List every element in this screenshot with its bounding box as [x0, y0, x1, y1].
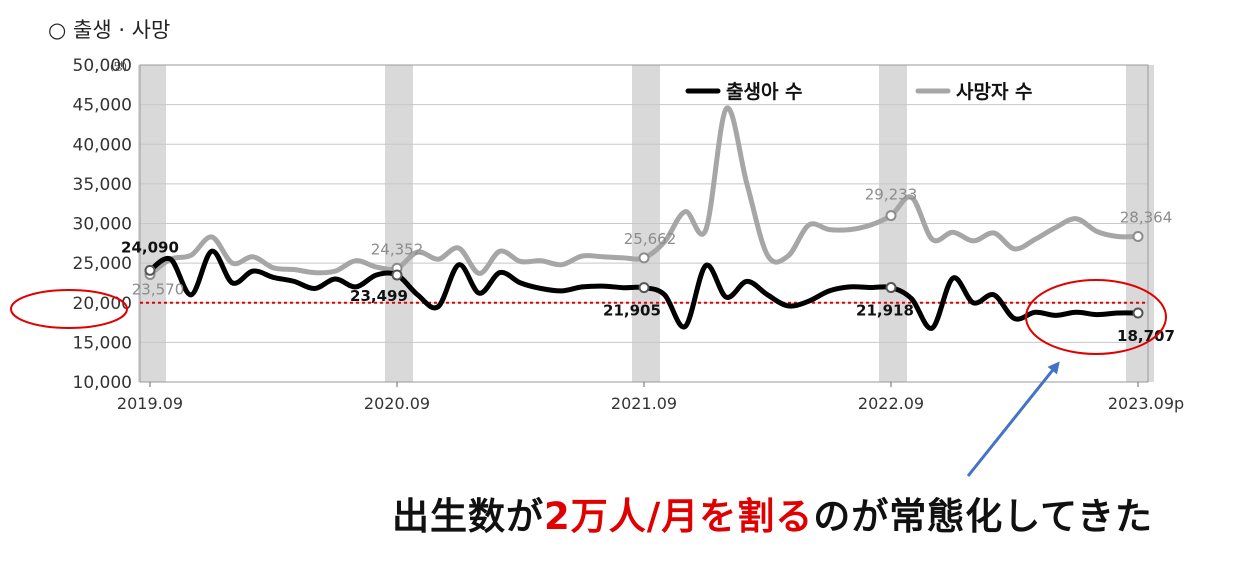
data-label: 23,570 [132, 280, 185, 298]
data-label: 29,233 [865, 186, 918, 204]
data-point-marker [638, 252, 650, 264]
highlight-ellipse-recent [1025, 279, 1167, 355]
caption-part3: のが常態化してきた [813, 495, 1154, 538]
data-point-marker [638, 282, 650, 294]
data-label: 21,918 [856, 302, 914, 320]
y-tick-label: 50,000 [73, 56, 132, 76]
data-label: 25,662 [624, 230, 677, 248]
x-tick-label: 2023.09p [1108, 394, 1184, 413]
y-tick-label: 25,000 [73, 254, 132, 274]
x-tick-label: 2019.09 [117, 394, 183, 413]
y-tick-label: 35,000 [73, 175, 132, 195]
annotation-arrow [966, 361, 1060, 477]
x-tick-label: 2020.09 [364, 394, 430, 413]
data-label: 23,499 [350, 287, 408, 305]
data-label: 28,364 [1120, 208, 1173, 226]
data-label: 21,905 [603, 302, 661, 320]
caption-text: 出生数が2万人/月を割るのが常態化してきた [392, 486, 1153, 540]
caption-highlight: 2万人/月を割る [544, 495, 814, 538]
y-tick-label: 20,000 [73, 294, 132, 314]
chart-title: ○ 출생 · 사망 [48, 18, 171, 42]
x-tick-label: 2022.09 [858, 394, 924, 413]
legend-label: 출생아 수 [726, 81, 803, 103]
series-line-deaths [147, 105, 1141, 277]
x-tick-label: 2021.09 [611, 394, 677, 413]
highlight-ellipse-20000 [10, 289, 128, 329]
data-point-marker [885, 210, 897, 222]
data-point-marker [1132, 230, 1144, 242]
y-tick-label: 15,000 [73, 333, 132, 353]
data-point-marker [885, 282, 897, 294]
data-point-marker [391, 269, 403, 281]
y-tick-label: 40,000 [73, 135, 132, 155]
data-point-marker [144, 264, 156, 276]
y-tick-label: 45,000 [73, 96, 132, 116]
data-point-marker [1132, 307, 1144, 319]
data-label: 24,090 [121, 238, 179, 256]
data-label: 24,352 [371, 240, 424, 258]
y-tick-label: 10,000 [73, 373, 132, 393]
legend-label: 사망자 수 [956, 81, 1033, 103]
y-unit-label: (명) [110, 61, 127, 73]
caption-part1: 出生数が [392, 495, 544, 538]
y-tick-label: 30,000 [73, 215, 132, 235]
